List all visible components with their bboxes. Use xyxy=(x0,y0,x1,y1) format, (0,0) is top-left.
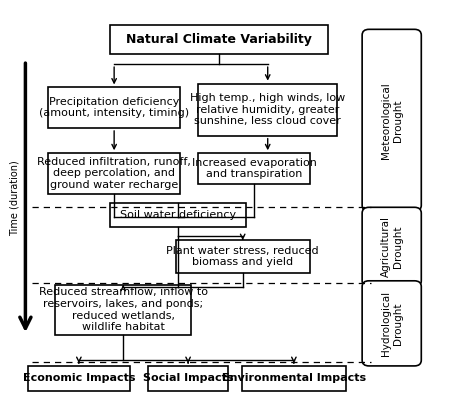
FancyBboxPatch shape xyxy=(362,281,421,366)
Text: Social Impacts: Social Impacts xyxy=(143,374,233,384)
Text: Environmental Impacts: Environmental Impacts xyxy=(222,374,366,384)
FancyBboxPatch shape xyxy=(55,285,191,335)
FancyBboxPatch shape xyxy=(48,153,180,194)
FancyBboxPatch shape xyxy=(48,87,180,128)
Text: Precipitation deficiency
(amount, intensity, timing): Precipitation deficiency (amount, intens… xyxy=(39,97,189,118)
Text: Soil water deficiency: Soil water deficiency xyxy=(120,210,236,220)
FancyBboxPatch shape xyxy=(109,204,246,226)
Text: Time (duration): Time (duration) xyxy=(10,160,20,235)
Text: High temp., high winds, low
relative humidity, greater
sunshine, less cloud cove: High temp., high winds, low relative hum… xyxy=(190,93,346,126)
Text: Meteorological
Drought: Meteorological Drought xyxy=(381,82,402,159)
Text: Reduced streamflow, inflow to
reservoirs, lakes, and ponds;
reduced wetlands,
wi: Reduced streamflow, inflow to reservoirs… xyxy=(39,287,208,332)
FancyBboxPatch shape xyxy=(148,366,228,391)
FancyBboxPatch shape xyxy=(242,366,346,391)
Text: Economic Impacts: Economic Impacts xyxy=(23,374,135,384)
Text: Hydrological
Drought: Hydrological Drought xyxy=(381,291,402,356)
FancyBboxPatch shape xyxy=(362,29,421,211)
Text: Reduced infiltration, runoff,
deep percolation, and
ground water recharge: Reduced infiltration, runoff, deep perco… xyxy=(37,157,191,190)
Text: Increased evaporation
and transpiration: Increased evaporation and transpiration xyxy=(191,158,317,179)
FancyBboxPatch shape xyxy=(362,207,421,287)
FancyBboxPatch shape xyxy=(27,366,130,391)
FancyBboxPatch shape xyxy=(175,240,310,273)
FancyBboxPatch shape xyxy=(109,25,328,54)
Text: Natural Climate Variability: Natural Climate Variability xyxy=(126,33,312,46)
FancyBboxPatch shape xyxy=(198,153,310,184)
FancyBboxPatch shape xyxy=(198,83,337,136)
Text: Agricultural
Drought: Agricultural Drought xyxy=(381,216,402,277)
Text: Plant water stress, reduced
biomass and yield: Plant water stress, reduced biomass and … xyxy=(166,246,319,268)
